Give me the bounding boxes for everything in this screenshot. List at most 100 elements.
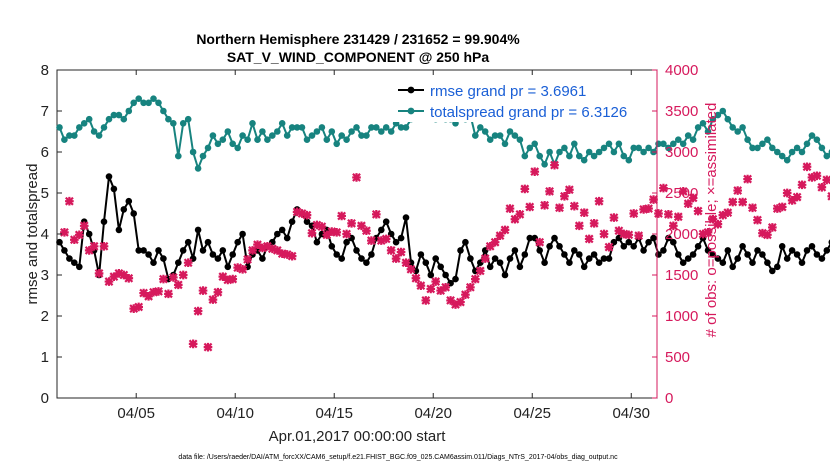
obs-marker <box>520 184 530 194</box>
data-point <box>61 247 68 254</box>
data-point <box>427 271 435 279</box>
data-point <box>105 115 113 123</box>
data-point <box>259 128 266 135</box>
obs-marker <box>218 272 228 282</box>
obs-marker <box>183 258 193 268</box>
data-point <box>501 271 509 279</box>
data-point <box>353 247 360 254</box>
data-point <box>679 140 687 148</box>
obs-marker <box>198 286 208 295</box>
data-point <box>105 173 113 180</box>
obs-marker <box>555 203 564 213</box>
obs-marker <box>173 280 183 290</box>
data-point <box>333 251 341 258</box>
data-point <box>71 132 78 139</box>
obs-marker <box>822 175 830 185</box>
data-point <box>556 243 563 250</box>
obs-marker <box>619 229 629 239</box>
data-point <box>209 251 217 258</box>
obs-marker <box>213 287 223 297</box>
data-point <box>343 238 350 246</box>
data-point <box>66 132 73 139</box>
x-tick-label: 04/10 <box>216 405 254 422</box>
obs-marker <box>629 209 639 218</box>
data-point <box>630 144 637 152</box>
data-point <box>818 255 826 262</box>
obs-marker <box>337 211 347 221</box>
data-point <box>115 111 123 119</box>
data-point <box>769 144 776 152</box>
data-point <box>704 247 712 254</box>
data-point <box>719 259 727 267</box>
data-point <box>244 136 251 143</box>
obs-marker <box>569 201 579 211</box>
data-point <box>214 140 222 148</box>
obs-marker <box>649 195 658 204</box>
obs-marker <box>703 227 713 237</box>
x-axis-label: Apr.01,2017 00:00:00 start <box>269 428 447 445</box>
data-point <box>373 124 380 131</box>
obs-marker <box>421 296 431 305</box>
data-point <box>580 156 588 164</box>
data-point <box>650 234 657 242</box>
obs-marker <box>386 246 396 255</box>
obs-marker <box>114 268 124 278</box>
data-point <box>239 132 246 139</box>
obs-marker <box>366 236 376 245</box>
obs-marker <box>401 258 411 268</box>
data-point <box>76 124 83 131</box>
data-point <box>283 234 291 242</box>
obs-marker <box>480 254 490 263</box>
data-point <box>526 144 534 152</box>
data-point <box>368 251 375 258</box>
obs-marker <box>515 209 525 219</box>
obs-marker <box>124 273 134 283</box>
data-point <box>808 132 816 139</box>
obs-marker <box>267 244 277 254</box>
obs-marker <box>574 221 584 231</box>
obs-marker <box>277 249 287 259</box>
obs-marker <box>505 204 515 213</box>
data-point <box>585 255 593 262</box>
obs-marker <box>807 173 817 182</box>
data-point <box>605 140 613 148</box>
obs-marker <box>599 229 609 239</box>
obs-marker <box>673 212 683 222</box>
x-tick-label: 04/20 <box>414 405 452 422</box>
y-tick-label-left: 0 <box>41 390 49 407</box>
obs-marker <box>639 205 649 214</box>
obs-marker <box>302 210 312 220</box>
obs-marker <box>644 204 653 213</box>
obs-marker <box>347 218 356 228</box>
data-point <box>338 255 346 262</box>
obs-marker <box>802 162 812 172</box>
y-axis-label-left: rmse and totalspread <box>24 164 41 305</box>
data-point <box>298 124 306 131</box>
data-point <box>264 136 271 143</box>
obs-marker <box>688 193 698 203</box>
y-tick-label-left: 4 <box>41 226 49 243</box>
data-point <box>645 238 652 246</box>
obs-marker <box>129 304 139 313</box>
data-point <box>472 132 479 139</box>
legend: rmse grand pr = 3.6961 totalspread grand… <box>392 78 652 122</box>
data-point <box>684 132 692 139</box>
data-point <box>541 259 548 267</box>
data-point <box>506 255 514 262</box>
obs-marker <box>753 215 762 225</box>
data-point <box>689 251 697 258</box>
data-point <box>590 152 598 160</box>
chart-title: Northern Hemisphere 231429 / 231652 = 99… <box>196 31 520 47</box>
obs-marker <box>777 202 787 212</box>
data-point <box>363 132 370 139</box>
obs-marker <box>193 306 203 316</box>
data-point <box>175 152 182 160</box>
x-tick-label: 04/05 <box>117 405 155 422</box>
data-point <box>670 238 677 246</box>
data-point <box>511 132 519 139</box>
data-point <box>551 234 558 242</box>
obs-marker <box>282 250 292 259</box>
obs-marker <box>495 231 505 241</box>
data-point <box>521 251 529 258</box>
data-point <box>684 255 692 262</box>
